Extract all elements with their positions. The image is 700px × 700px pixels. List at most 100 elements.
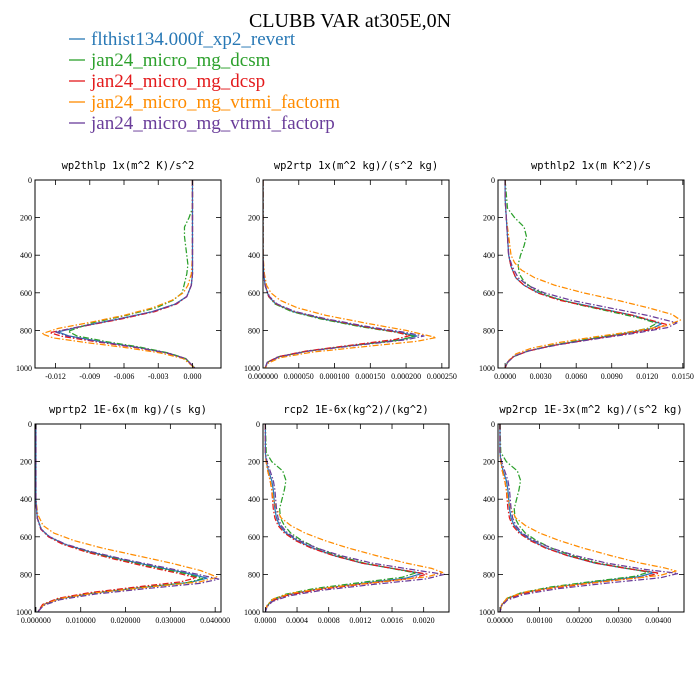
x-tick-label: 0.000250 xyxy=(427,372,457,381)
x-tick-label: 0.030000 xyxy=(155,616,185,625)
chart-panel: wp2thlp 1x(m^2 K)/s^2 0 200 400 600 800 1000 -0… xyxy=(16,160,222,381)
x-tick-label: 0.000 xyxy=(183,372,201,381)
plot-frame xyxy=(262,423,450,613)
x-tick-label: 0.0150 xyxy=(672,372,694,381)
series-line xyxy=(49,180,196,368)
panel-title: rcp2 1E-6x(kg^2)/(kg^2) xyxy=(283,404,428,416)
x-tick-label: -0.009 xyxy=(79,372,100,381)
y-tick-label: 0 xyxy=(28,420,32,429)
legend-entry: jan24_micro_mg_vtrmi_factorp xyxy=(69,113,335,134)
y-tick-label: 800 xyxy=(483,326,495,335)
x-tick-label: 0.0004 xyxy=(286,616,308,625)
y-tick-label: 200 xyxy=(483,214,495,223)
legend-entry: jan24_micro_mg_dcsm xyxy=(69,50,271,71)
series-line xyxy=(264,424,417,612)
series-line xyxy=(35,424,220,612)
x-tick-label: -0.012 xyxy=(45,372,66,381)
y-tick-label: 600 xyxy=(483,533,495,542)
y-tick-label: 800 xyxy=(483,570,495,579)
series-group xyxy=(499,424,679,612)
y-tick-label: 800 xyxy=(20,570,32,579)
x-tick-label: 0.00200 xyxy=(566,616,592,625)
y-tick-label: 600 xyxy=(248,289,260,298)
series-group xyxy=(41,180,196,368)
x-tick-label: 0.0012 xyxy=(349,616,371,625)
figure-title: CLUBB VAR at305E,0N xyxy=(249,10,451,32)
plot-frame xyxy=(497,423,685,613)
legend-entry: jan24_micro_mg_dcsp xyxy=(69,71,265,92)
x-tick-label: 0.010000 xyxy=(66,616,96,625)
x-tick-label: 0.0120 xyxy=(636,372,658,381)
y-tick-label: 1000 xyxy=(479,364,495,373)
y-tick-label: 600 xyxy=(20,533,32,542)
y-tick-label: 1000 xyxy=(244,608,260,617)
legend-entry: flthist134.000f_xp2_revert xyxy=(69,29,296,50)
panels: wp2thlp 1x(m^2 K)/s^2 0 200 400 600 800 1000 -0… xyxy=(16,160,694,625)
series-line xyxy=(35,424,219,612)
y-tick-label: 1000 xyxy=(16,608,32,617)
y-tick-label: 1000 xyxy=(479,608,495,617)
x-tick-label: -0.003 xyxy=(148,372,169,381)
series-line xyxy=(41,180,196,368)
chart-panel: rcp2 1E-6x(kg^2)/(kg^2) 0 200 400 600 800 1000… xyxy=(244,404,450,625)
y-tick-label: 400 xyxy=(248,495,260,504)
y-tick-label: 400 xyxy=(20,251,32,260)
x-tick-label: 0.00100 xyxy=(527,616,553,625)
y-tick-label: 400 xyxy=(483,251,495,260)
panel-title: wp2thlp 1x(m^2 K)/s^2 xyxy=(62,160,195,172)
y-tick-label: 0 xyxy=(491,176,495,185)
y-tick-label: 400 xyxy=(483,495,495,504)
plot-frame xyxy=(262,179,450,369)
plot-frame xyxy=(34,423,222,613)
y-tick-label: 800 xyxy=(248,570,260,579)
x-tick-label: 0.0016 xyxy=(381,616,403,625)
series-line xyxy=(504,180,678,368)
y-tick-label: 200 xyxy=(20,214,32,223)
series-group xyxy=(35,424,220,612)
series-line xyxy=(263,180,437,368)
series-line xyxy=(504,180,682,368)
plot-frame xyxy=(34,179,222,369)
x-tick-label: 0.00400 xyxy=(645,616,671,625)
chart-panel: wp2rtp 1x(m^2 kg)/(s^2 kg) 0 200 400 600 800 1… xyxy=(244,160,457,381)
panel-title: wpthlp2 1x(m K^2)/s xyxy=(531,160,651,172)
y-tick-label: 200 xyxy=(483,458,495,467)
legend-label: jan24_micro_mg_dcsp xyxy=(90,71,265,92)
x-tick-label: 0.0090 xyxy=(601,372,623,381)
chart-panel: wp2rcp 1E-3x(m^2 kg)/(s^2 kg) 0 200 400 600 8… xyxy=(479,404,685,625)
y-tick-label: 0 xyxy=(256,176,260,185)
series-line xyxy=(499,424,650,612)
panel-title: wp2rcp 1E-3x(m^2 kg)/(s^2 kg) xyxy=(499,404,682,416)
chart-panel: wprtp2 1E-6x(m kg)/(s kg) 0 200 400 600 800 10… xyxy=(16,404,230,625)
x-tick-label: 0.000200 xyxy=(391,372,421,381)
series-line xyxy=(35,424,197,612)
y-tick-label: 200 xyxy=(248,458,260,467)
x-tick-label: -0.006 xyxy=(114,372,135,381)
legend-label: flthist134.000f_xp2_revert xyxy=(91,29,296,50)
x-tick-label: 0.040000 xyxy=(200,616,230,625)
panel-title: wp2rtp 1x(m^2 kg)/(s^2 kg) xyxy=(274,160,438,172)
series-line xyxy=(54,180,196,368)
x-tick-label: 0.0030 xyxy=(530,372,552,381)
chart-panel: wpthlp2 1x(m K^2)/s020040060080010000.00… xyxy=(479,160,694,381)
x-tick-label: 0.0008 xyxy=(318,616,340,625)
x-tick-label: 0.0000 xyxy=(254,616,276,625)
series-line xyxy=(499,424,655,612)
y-tick-label: 400 xyxy=(20,495,32,504)
x-tick-label: 0.0000 xyxy=(494,372,516,381)
series-line xyxy=(263,180,425,368)
y-tick-label: 1000 xyxy=(16,364,32,373)
x-tick-label: 0.000000 xyxy=(21,616,51,625)
series-line xyxy=(264,424,423,612)
y-tick-label: 800 xyxy=(248,326,260,335)
x-tick-label: 0.00000 xyxy=(487,616,513,625)
series-line xyxy=(264,424,444,612)
legend-label: jan24_micro_mg_vtrmi_factorm xyxy=(90,92,340,113)
legend-label: jan24_micro_mg_vtrmi_factorp xyxy=(90,113,335,134)
x-tick-label: 0.0020 xyxy=(413,616,435,625)
series-line xyxy=(499,424,679,612)
plot-frame xyxy=(497,179,685,369)
x-tick-label: 0.000100 xyxy=(320,372,350,381)
series-line xyxy=(57,180,196,368)
y-tick-label: 600 xyxy=(20,289,32,298)
